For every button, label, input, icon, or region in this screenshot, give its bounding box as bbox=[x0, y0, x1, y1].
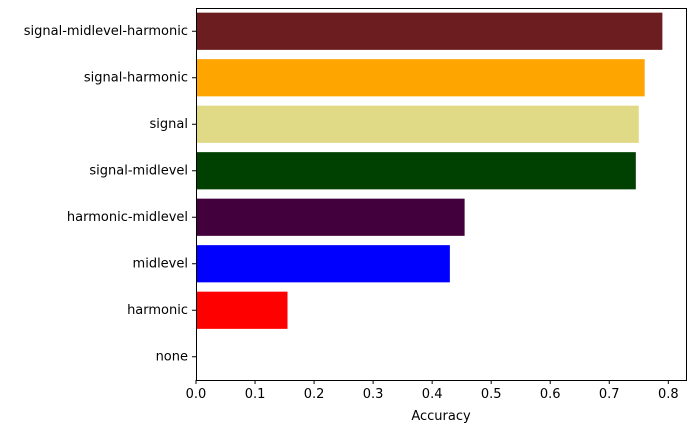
x-axis-label: Accuracy bbox=[411, 409, 471, 424]
x-axis-ticks: 0.0 0.1 0.2 0.3 0.4 0.5 0.6 0.7 0.8 bbox=[186, 380, 679, 402]
y-tick-label: signal bbox=[150, 117, 188, 132]
x-tick-label: 0.6 bbox=[540, 387, 561, 402]
y-tick-label: harmonic-midlevel bbox=[67, 210, 188, 225]
x-tick-label: 0.1 bbox=[245, 387, 266, 402]
x-tick-label: 0.8 bbox=[658, 387, 679, 402]
bar-signal-midlevel-harmonic bbox=[196, 12, 663, 50]
y-tick-label: harmonic bbox=[127, 303, 188, 318]
bar-signal-midlevel bbox=[196, 152, 636, 190]
plot-frame bbox=[196, 8, 687, 381]
y-tick-label: signal-harmonic bbox=[84, 70, 188, 85]
y-tick-label: signal-midlevel-harmonic bbox=[24, 24, 188, 39]
x-tick-label: 0.3 bbox=[363, 387, 384, 402]
y-tick-label: none bbox=[156, 349, 188, 364]
x-tick-label: 0.5 bbox=[481, 387, 502, 402]
x-tick-label: 0.4 bbox=[422, 387, 443, 402]
y-tick-label: signal-midlevel bbox=[89, 163, 188, 178]
bar-midlevel bbox=[196, 245, 450, 283]
y-tick-label: midlevel bbox=[133, 256, 188, 271]
y-axis-ticks: none harmonic midlevel harmonic-midlevel sig… bbox=[24, 24, 196, 364]
bar-signal-harmonic bbox=[196, 59, 645, 97]
x-tick-label: 0.7 bbox=[599, 387, 620, 402]
bar-signal bbox=[196, 105, 639, 143]
x-tick-label: 0.2 bbox=[304, 387, 325, 402]
bars-group bbox=[196, 12, 663, 329]
bar-harmonic bbox=[196, 291, 288, 329]
x-tick-label: 0.0 bbox=[186, 387, 207, 402]
bar-harmonic-midlevel bbox=[196, 198, 465, 236]
